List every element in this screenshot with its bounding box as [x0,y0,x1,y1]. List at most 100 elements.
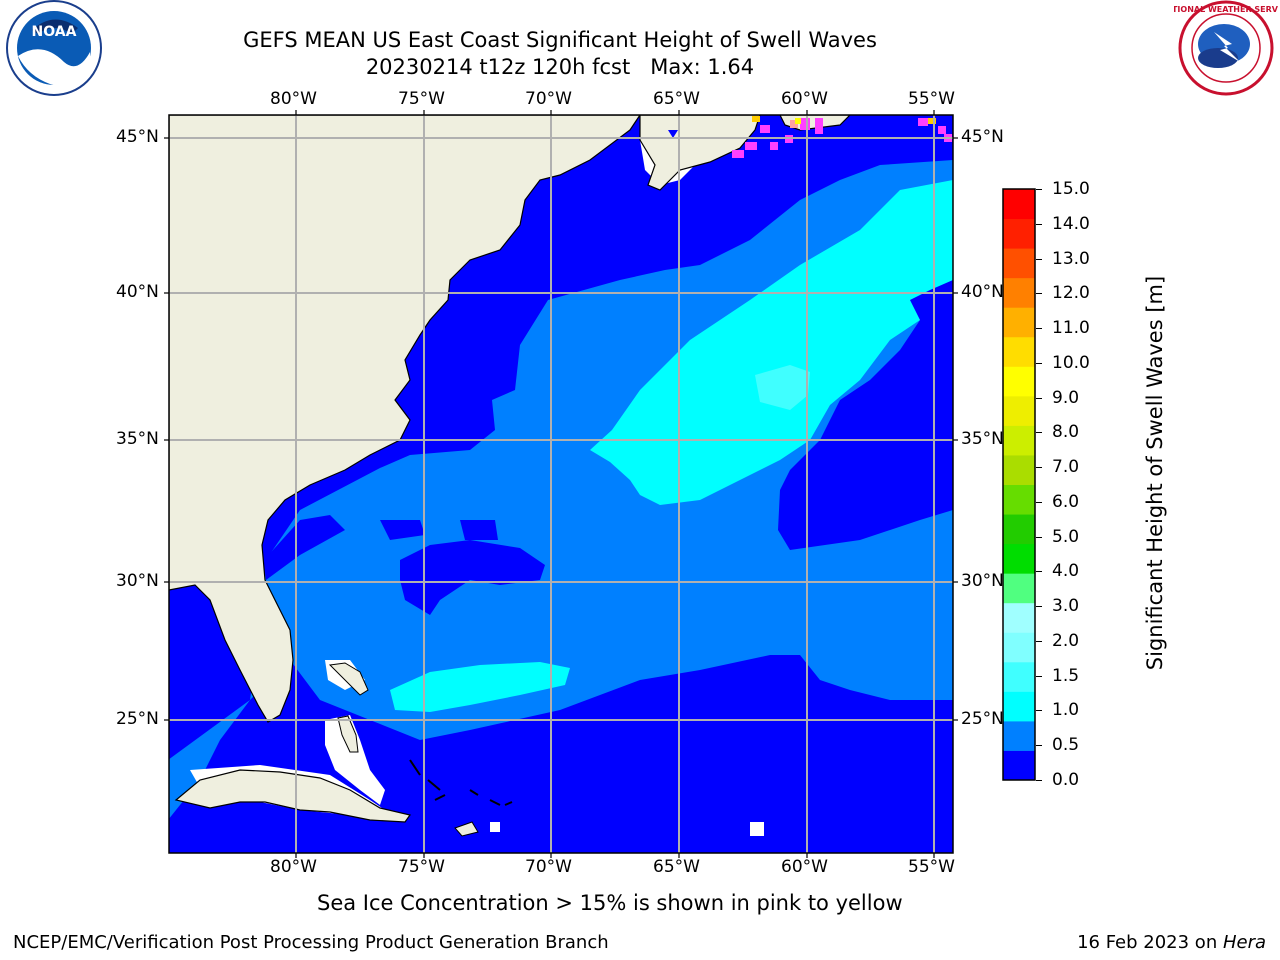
lat-tick-right: 40°N [961,282,1004,302]
colorbar-cell [1003,632,1035,663]
lat-tick-right: 25°N [961,709,1004,729]
colorbar-tick-label: 1.5 [1052,665,1080,686]
colorbar-tick-mark [1036,467,1042,469]
colorbar-tick-label: 5.0 [1052,526,1080,547]
footer-date-text: 16 Feb 2023 on [1077,932,1223,953]
colorbar-label: Significant Height of Swell Waves [m] [1143,275,1167,671]
colorbar-tick-label: 3.0 [1052,596,1080,617]
map-tickmarks [164,110,958,858]
no-data-area [325,715,385,805]
colorbar-cell [1003,454,1035,485]
nws-logo-text: NATIONAL WEATHER SERVICE [1174,5,1278,14]
colorbar-tick-mark [1036,362,1042,364]
colorbar-tick-label: 12.0 [1052,283,1090,304]
land-islands [454,821,479,837]
ice-marker [668,130,678,138]
colorbar-tick-label: 13.0 [1052,248,1090,269]
colorbar-cell [1003,366,1035,397]
colorbar-tick-label: 0.5 [1052,735,1080,756]
colorbar-cell [1003,307,1035,338]
colorbar-tick-mark [1036,501,1042,503]
chart-subtitle: 20230214 t12z 120h fcst Max: 1.64 [365,55,755,79]
colorbar-tick-mark [1036,745,1042,747]
colorbar-tick-label: 9.0 [1052,387,1080,408]
lat-tick-left: 30°N [116,571,159,591]
colorbar-tick-mark [1036,536,1042,538]
lat-tick-left: 45°N [116,127,159,147]
lat-tick-right: 45°N [961,127,1004,147]
nws-logo: NATIONAL WEATHER SERVICE [1174,0,1278,96]
colorbar-cell [1003,661,1035,692]
swell-level-0 [264,515,345,580]
colorbar-tick-mark [1036,780,1042,781]
map-frame [168,114,954,854]
colorbar-tick-mark [1036,397,1042,399]
colorbar-tick-mark [1036,432,1042,434]
colorbar-tick-mark [1036,223,1042,225]
map-gridlines [169,115,953,853]
lon-tick-top: 70°W [525,89,572,109]
lon-tick-top: 60°W [781,89,828,109]
colorbar-tick-mark [1036,606,1042,608]
lon-tick-bottom: 70°W [525,857,572,877]
colorbar-tick-label: 14.0 [1052,213,1090,234]
lon-tick-top: 80°W [270,89,317,109]
lon-tick-top: 55°W [908,89,955,109]
colorbar-cell [1003,248,1035,279]
lat-tick-left: 35°N [116,429,159,449]
lat-tick-left: 25°N [116,709,159,729]
colorbar-cell [1003,395,1035,426]
swell-level-0 [400,540,545,615]
colorbar-cell [1003,720,1035,751]
footer-date: 16 Feb 2023 on Hera [1077,932,1266,953]
footer-machine: Hera [1222,932,1266,953]
colorbar-tick-mark [1036,710,1042,712]
lon-tick-top: 75°W [398,89,445,109]
colorbar-tick-label: 0.0 [1052,770,1080,790]
colorbar-cell [1003,514,1035,545]
colorbar-tick-mark [1036,571,1042,573]
swell-level-1 [590,180,953,505]
colorbar-tick-label: 10.0 [1052,352,1090,373]
noaa-logo-text: NOAA [32,24,77,40]
swell-level-15 [755,365,810,410]
map-fields [169,115,953,853]
colorbar-tick-mark [1036,675,1042,677]
swell-level-0 [380,520,425,540]
colorbar-tick-mark [1036,293,1042,295]
swell-level-1 [390,662,570,712]
land-islands [409,759,513,806]
colorbar-tick-label: 1.0 [1052,700,1080,721]
land-islands [337,715,359,753]
lat-tick-right: 30°N [961,571,1004,591]
lon-tick-bottom: 80°W [270,857,317,877]
colorbar-tick-label: 2.0 [1052,630,1080,651]
colorbar-tick-label: 4.0 [1052,561,1080,582]
colorbar-tick-label: 7.0 [1052,457,1080,478]
colorbar-cell [1003,484,1035,515]
colorbar-cell [1003,425,1035,456]
colorbar-cell [1003,573,1035,604]
no-data-area [750,822,764,836]
lon-tick-bottom: 60°W [781,857,828,877]
lon-tick-bottom: 55°W [908,857,955,877]
lon-tick-top: 65°W [653,89,700,109]
colorbar-tick-label: 11.0 [1052,318,1090,339]
colorbar-tick-mark [1036,258,1042,260]
lon-tick-bottom: 65°W [653,857,700,877]
no-data-area [490,822,500,832]
noaa-logo: NOAA [6,0,102,96]
colorbar-tick-label: 8.0 [1052,422,1080,443]
lat-tick-left: 40°N [116,282,159,302]
colorbar-tick-mark [1036,640,1042,642]
sea-ice-caption: Sea Ice Concentration > 15% is shown in … [317,891,903,915]
colorbar-tick-mark [1036,189,1042,190]
colorbar-tick-mark [1036,328,1042,330]
colorbar-cell [1003,602,1035,633]
colorbar-cell [1003,691,1035,722]
colorbar-cell [1003,277,1035,308]
footer-branch: NCEP/EMC/Verification Post Processing Pr… [13,932,609,953]
lat-tick-right: 35°N [961,429,1004,449]
land-islands [328,662,369,696]
